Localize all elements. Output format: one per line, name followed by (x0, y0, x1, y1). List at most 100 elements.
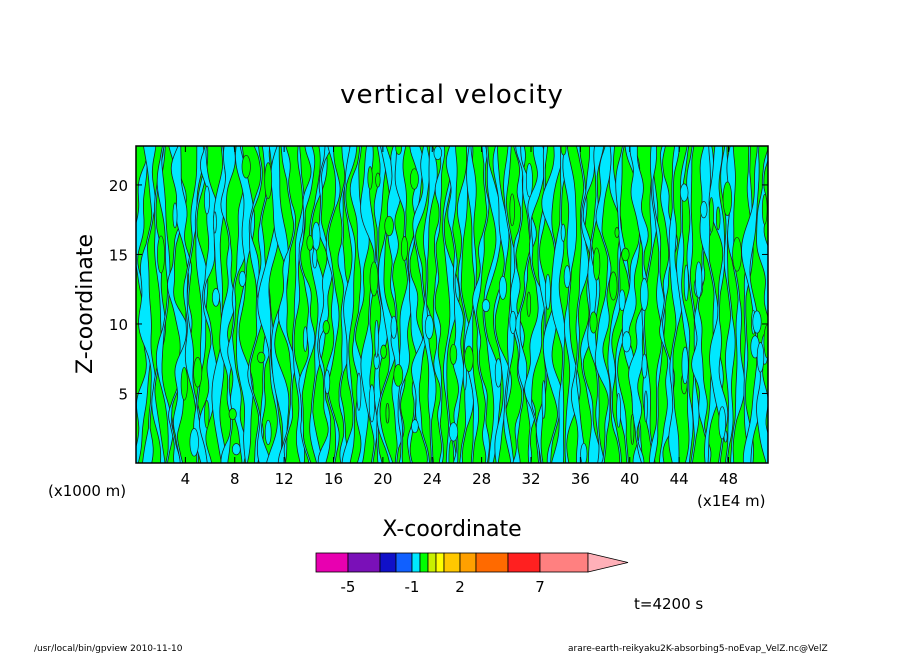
velocity-cell (722, 181, 733, 217)
downdraft-region (407, 146, 425, 463)
downdraft-region (628, 146, 649, 463)
velocity-cell (614, 227, 620, 238)
velocity-cell (393, 364, 404, 387)
velocity-cell (312, 248, 318, 269)
velocity-cell (448, 439, 455, 463)
downdraft-region (472, 146, 490, 463)
downdraft-region (649, 146, 666, 463)
velocity-cell (433, 146, 443, 161)
y-tick-label: 10 (109, 316, 128, 334)
x-tick-label: 44 (670, 470, 689, 488)
downdraft-region (641, 146, 659, 463)
velocity-cell (756, 342, 765, 373)
colorbar-segment (411, 552, 421, 573)
velocity-cell (264, 162, 273, 199)
colorbar-tick-label: -1 (405, 578, 420, 596)
velocity-cell (498, 275, 507, 300)
downdraft-region (170, 146, 193, 463)
velocity-cell (211, 288, 220, 307)
x-tick-label: 28 (472, 470, 491, 488)
velocity-cell (563, 265, 571, 289)
x-tick-label: 32 (521, 470, 540, 488)
x-unit-right-label: (x1E4 m) (697, 492, 766, 510)
colorbar-segment (475, 552, 509, 573)
colorbar-segment (427, 552, 437, 573)
velocity-cell (681, 346, 689, 385)
velocity-cell (380, 344, 387, 359)
velocity-cell (264, 419, 272, 445)
velocity-cell (302, 326, 308, 352)
downdraft-region (741, 146, 765, 463)
velocity-cell (411, 419, 419, 434)
downdraft-region (277, 146, 296, 463)
velocity-cell (424, 314, 434, 340)
velocity-cell (621, 331, 632, 353)
downdraft-region (376, 146, 398, 463)
velocity-cell (481, 299, 491, 313)
velocity-cell (448, 422, 459, 442)
downdraft-region (421, 146, 438, 463)
downdraft-region (587, 146, 605, 463)
velocity-cell (545, 274, 551, 310)
velocity-cell (384, 215, 394, 237)
downdraft-region (445, 146, 465, 463)
velocity-cell (231, 443, 241, 456)
plot-frame (135, 145, 769, 464)
downdraft-region (298, 146, 316, 463)
colorbar-segment (347, 552, 381, 573)
velocity-cell (228, 408, 237, 421)
velocity-cell (589, 311, 598, 334)
velocity-cell (257, 351, 266, 364)
velocity-cell (616, 392, 621, 428)
velocity-cell (592, 247, 601, 281)
velocity-cell (375, 172, 381, 188)
downdraft-region (183, 146, 205, 463)
velocity-cell (369, 261, 379, 297)
velocity-cell (525, 163, 533, 198)
velocity-cell (618, 289, 626, 311)
velocity-cell (679, 183, 689, 202)
velocity-cell (715, 206, 721, 231)
velocity-cell (390, 315, 398, 339)
x-tick-label: 12 (275, 470, 294, 488)
downdraft-region (411, 146, 432, 463)
downdraft-region (325, 146, 341, 463)
velocity-cell (761, 193, 768, 225)
velocity-cell (193, 357, 203, 388)
colorbar-segment (395, 552, 413, 573)
downdraft-region (535, 146, 548, 463)
velocity-cell (213, 211, 217, 234)
velocity-cell (708, 197, 714, 233)
colorbar-tick-label: 7 (535, 578, 545, 596)
downdraft-region (594, 146, 612, 463)
velocity-cell (409, 168, 419, 190)
velocity-cell (180, 366, 188, 401)
chart-title: vertical velocity (340, 80, 564, 110)
velocity-cell (644, 390, 648, 423)
velocity-cell (204, 185, 210, 215)
velocity-cell (560, 223, 566, 242)
velocity-cell (732, 236, 742, 272)
colorbar-overflow-arrow (587, 552, 629, 573)
velocity-cell (621, 247, 630, 262)
x-tick-label: 16 (324, 470, 343, 488)
velocity-cell (541, 380, 546, 419)
velocity-cell (241, 154, 251, 179)
y-axis: 5 10 15 20 (109, 177, 768, 403)
colorbar-tick-label: 2 (455, 578, 465, 596)
velocity-cell (400, 236, 409, 262)
velocity-cell (641, 353, 648, 379)
footer-right: arare-earth-reikyaku2K-absorbing5-noEvap… (568, 644, 828, 654)
colorbar: -5 -1 2 7 (315, 552, 629, 596)
downdraft-region (442, 146, 460, 463)
velocity-cell (306, 234, 314, 251)
x-tick-label: 24 (423, 470, 442, 488)
velocity-cell (324, 369, 331, 395)
downdraft-region (550, 146, 568, 463)
downdraft-region (524, 146, 546, 463)
velocity-cell (172, 202, 178, 229)
velocity-cell (718, 406, 726, 440)
colorbar-segment (507, 552, 541, 573)
colorbar-tick-label: -5 (341, 578, 356, 596)
